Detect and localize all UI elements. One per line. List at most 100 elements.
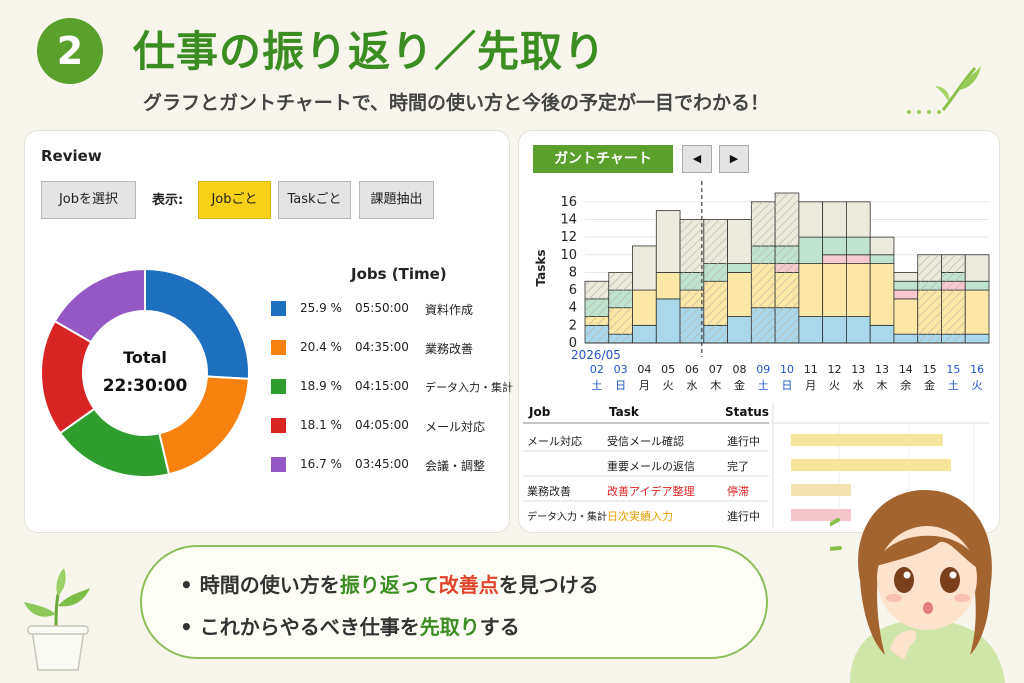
bar-segment-s4[interactable] — [893, 272, 919, 282]
bar-segment-s1[interactable] — [655, 272, 681, 300]
bar-segment-s0[interactable] — [964, 333, 990, 344]
bar-segment-s3[interactable] — [727, 263, 752, 273]
bar-segment-s1[interactable] — [822, 263, 847, 317]
review-panel: Review Jobを選択 表示: Jobごと Taskごと 課題抽出 Tota… — [24, 130, 513, 533]
bubble-text: 時間の使い方を — [199, 573, 340, 597]
bar-segment-s1[interactable] — [869, 263, 895, 326]
bubble-point-2: • これからやるべき仕事を先取りする — [180, 615, 520, 639]
table-cell-task[interactable]: 日次実績入力 — [607, 510, 673, 523]
by-task-button[interactable]: Taskごと — [278, 181, 351, 219]
by-job-button[interactable]: Jobごと — [198, 181, 271, 219]
task-gantt-bar[interactable] — [791, 509, 851, 521]
x-tick-weekday: 木 — [710, 379, 721, 392]
x-tick-weekday: 火 — [972, 379, 983, 392]
legend-percent: 16.7 % — [300, 457, 342, 471]
bar-segment-s0[interactable] — [798, 316, 824, 344]
x-tick-weekday: 土 — [591, 379, 602, 392]
bar-segment-s4[interactable] — [964, 254, 990, 282]
bar-segment-s1[interactable] — [727, 272, 752, 317]
bubble-text: を見つける — [498, 573, 599, 597]
table-cell-task[interactable]: 受信メール確認 — [607, 435, 684, 448]
hatched-overlay — [703, 219, 728, 343]
legend-time: 04:05:00 — [355, 418, 409, 432]
bubble-highlight: 先取り — [419, 615, 480, 639]
bar-segment-s1[interactable] — [893, 298, 919, 335]
bar-segment-s4[interactable] — [869, 236, 895, 256]
legend-swatch — [271, 340, 286, 355]
bar-segment-s4[interactable] — [798, 201, 824, 238]
leaf-sprig-icon — [935, 66, 981, 111]
legend-swatch — [271, 457, 286, 472]
next-period-button[interactable]: ▶ — [719, 145, 749, 173]
select-job-button[interactable]: Jobを選択 — [41, 181, 136, 219]
bar-segment-s0[interactable] — [655, 298, 681, 344]
bar-segment-s0[interactable] — [727, 316, 752, 344]
bubble-text: これからやるべき仕事を — [199, 615, 420, 639]
legend-time: 05:50:00 — [355, 301, 409, 315]
bar-segment-s0[interactable] — [822, 316, 847, 344]
column-header-task: Task — [609, 405, 639, 419]
x-tick-weekday: 水 — [853, 379, 864, 392]
bar-segment-s1[interactable] — [632, 289, 657, 326]
x-tick-day: 11 — [804, 363, 818, 376]
gantt-chart-tab[interactable]: ガントチャート — [533, 145, 673, 173]
x-tick-day: 10 — [780, 363, 794, 376]
column-header-job: Job — [529, 405, 551, 419]
y-axis-label: Tasks — [534, 249, 548, 286]
bar-segment-s4[interactable] — [632, 245, 657, 291]
bar-segment-s1[interactable] — [846, 263, 871, 317]
bar-segment-s3[interactable] — [869, 254, 895, 264]
donut-total-value: 22:30:00 — [102, 376, 188, 396]
bar-segment-s1[interactable] — [964, 289, 990, 335]
bubble-highlight: 振り返って — [339, 573, 439, 597]
bar-segment-s2[interactable] — [893, 289, 919, 300]
x-tick-day: 08 — [732, 363, 746, 376]
x-tick-day: 07 — [709, 363, 723, 376]
x-tick-weekday: 水 — [686, 379, 697, 392]
x-tick-weekday: 金 — [924, 378, 935, 392]
task-gantt-bar[interactable] — [791, 459, 951, 471]
bar-segment-s4[interactable] — [727, 219, 752, 264]
prev-period-button[interactable]: ◀ — [682, 145, 712, 173]
legend-percent: 20.4 % — [300, 340, 342, 354]
hatched-overlay — [680, 219, 704, 343]
table-cell-task[interactable]: 重要メールの返信 — [607, 460, 695, 473]
hatched-overlay — [941, 254, 966, 343]
x-tick-day: 13 — [875, 363, 889, 376]
bar-segment-s2[interactable] — [846, 254, 871, 264]
bar-segment-s3[interactable] — [846, 236, 871, 256]
bar-segment-s3[interactable] — [893, 280, 919, 291]
bar-segment-s4[interactable] — [655, 210, 681, 273]
table-cell-job: メール対応 — [527, 435, 582, 448]
x-tick-weekday: 木 — [877, 379, 888, 392]
bar-segment-s4[interactable] — [846, 201, 871, 238]
legend-percent: 18.1 % — [300, 418, 342, 432]
bar-segment-s4[interactable] — [822, 201, 847, 238]
bar-segment-s2[interactable] — [822, 254, 847, 264]
x-tick-weekday: 火 — [663, 379, 674, 392]
donut-slice-4[interactable] — [53, 267, 146, 344]
legend-job-name: データ入力・集計 — [425, 381, 513, 394]
bar-segment-s1[interactable] — [798, 263, 824, 317]
bar-segment-s0[interactable] — [632, 324, 657, 344]
x-tick-weekday: 火 — [829, 379, 840, 392]
extract-issues-button[interactable]: 課題抽出 — [359, 181, 434, 219]
task-gantt-bar[interactable] — [791, 484, 851, 496]
bubble-highlight: 改善点 — [438, 573, 499, 597]
bar-segment-s0[interactable] — [893, 333, 919, 344]
x-tick-day: 14 — [899, 363, 913, 376]
bar-segment-s3[interactable] — [822, 236, 847, 256]
bar-segment-s3[interactable] — [964, 280, 990, 291]
task-gantt-bar[interactable] — [791, 434, 943, 446]
bar-segment-s0[interactable] — [869, 324, 895, 344]
hatched-overlay — [608, 272, 633, 343]
legend-job-name: 資料作成 — [425, 303, 474, 317]
x-tick-day: 03 — [614, 363, 628, 376]
review-title: Review — [41, 147, 102, 165]
bar-segment-s0[interactable] — [846, 316, 871, 344]
task-table-grid — [523, 403, 989, 528]
month-label: 2026/05 — [571, 348, 621, 362]
table-cell-task[interactable]: 改善アイデア整理 — [607, 485, 695, 498]
bar-segment-s3[interactable] — [798, 236, 824, 264]
x-tick-weekday: 土 — [758, 379, 769, 392]
